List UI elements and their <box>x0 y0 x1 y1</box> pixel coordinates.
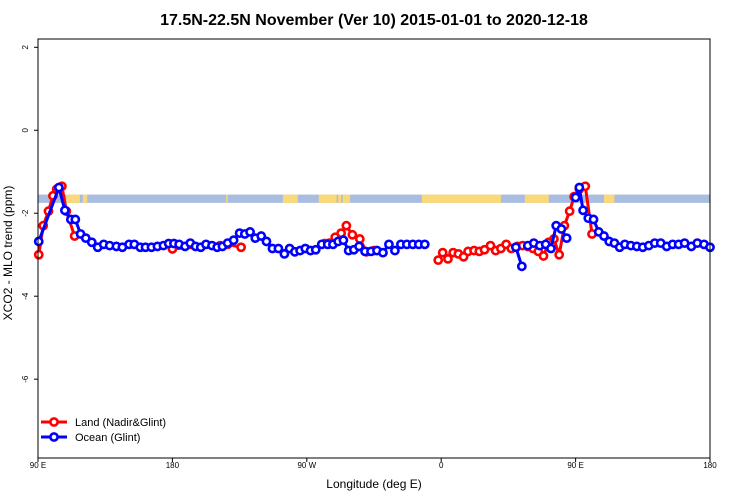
data-point <box>561 233 572 244</box>
data-point <box>341 220 352 231</box>
data-point <box>310 244 321 255</box>
data-point <box>256 231 267 241</box>
y-axis-label: XCO2 - MLO trend (ppm) <box>1 186 15 321</box>
data-point <box>338 235 349 246</box>
data-point <box>510 242 521 253</box>
land-band-segment <box>282 194 298 203</box>
data-point <box>538 251 549 261</box>
y-tick-label: 2 <box>21 45 30 50</box>
legend-entry: Ocean (Glint) <box>41 432 140 444</box>
legend-label: Land (Nadir&Glint) <box>75 417 166 429</box>
x-tick-label: 90 E <box>30 461 46 470</box>
data-point <box>59 205 70 216</box>
data-point <box>354 234 365 244</box>
data-point <box>54 182 64 193</box>
data-point <box>564 206 575 217</box>
land-band-segment <box>338 194 342 203</box>
data-point <box>347 229 358 240</box>
data-point <box>390 245 400 256</box>
data-point <box>273 243 284 254</box>
data-point <box>556 224 567 234</box>
data-point <box>86 237 97 248</box>
data-point <box>443 253 453 264</box>
land-band-segment <box>226 194 228 203</box>
axes: 90 E 180 90 W 0 90 E 180 2 0 -2 -4 -6 <box>21 38 717 470</box>
series-layer <box>33 181 715 272</box>
y-tick-label: 0 <box>21 127 30 132</box>
x-tick-label: 180 <box>703 461 717 470</box>
legend-marker <box>49 417 59 427</box>
data-point <box>554 249 565 260</box>
legend-entry: Land (Nadir&Glint) <box>41 417 166 429</box>
land-band-segment <box>421 194 501 203</box>
y-tick-label: -4 <box>21 292 30 300</box>
land-band-segment <box>82 194 88 203</box>
data-point <box>433 255 444 266</box>
x-tick-label: 0 <box>439 461 444 470</box>
data-point <box>228 235 239 246</box>
data-point <box>378 247 388 258</box>
data-point <box>279 248 290 259</box>
land-band-segment <box>342 194 351 203</box>
data-point <box>437 247 448 258</box>
chart-title: 17.5N-22.5N November (Ver 10) 2015-01-01… <box>160 12 588 29</box>
land-band-segment <box>318 194 337 203</box>
series-ocean <box>33 182 715 272</box>
ocean-band <box>38 194 710 203</box>
x-tick-label: 90 W <box>297 461 316 470</box>
data-point <box>578 205 588 216</box>
y-tick-label: -6 <box>21 375 30 383</box>
data-point <box>599 231 609 241</box>
data-point <box>588 214 599 225</box>
data-point <box>570 192 581 203</box>
legend-label: Ocean (Glint) <box>75 432 140 444</box>
x-axis-label: Longitude (deg E) <box>326 477 421 491</box>
x-tick-label: 180 <box>166 461 180 470</box>
data-point <box>354 241 364 252</box>
data-point <box>546 243 556 254</box>
data-point <box>574 182 585 193</box>
legend-marker <box>49 432 59 442</box>
land-ocean-band <box>38 194 710 203</box>
data-point <box>33 236 44 247</box>
data-point <box>384 239 394 250</box>
data-point <box>419 239 430 250</box>
data-point <box>70 214 81 225</box>
data-point <box>236 242 246 253</box>
plot-frame <box>37 38 711 459</box>
land-band-segment <box>603 194 615 203</box>
legend: Land (Nadir&Glint) Ocean (Glint) <box>41 417 166 444</box>
data-point <box>261 236 272 247</box>
y-tick-label: -2 <box>21 209 30 217</box>
land-band-segment <box>524 194 549 203</box>
land-band-segment <box>66 194 80 203</box>
data-point <box>33 249 44 260</box>
x-tick-label: 90 E <box>567 461 583 470</box>
data-point <box>516 261 527 272</box>
data-point <box>245 227 255 237</box>
